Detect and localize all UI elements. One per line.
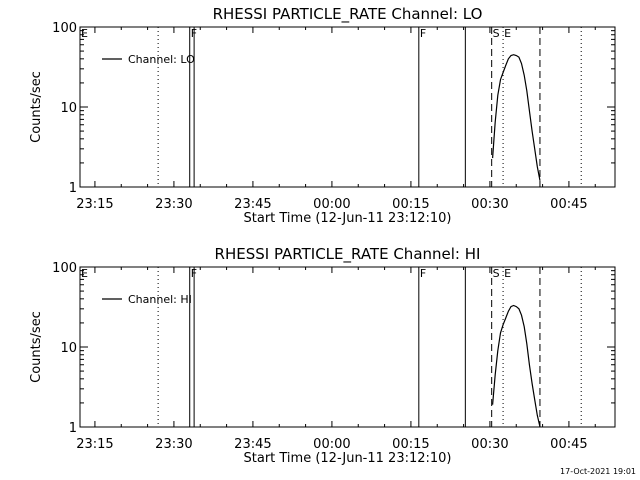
panel2-x-tick-label: 00:30 xyxy=(471,437,508,452)
panel1-plot-frame xyxy=(79,26,616,188)
panel1-x-axis-label: Start Time (12-Jun-11 23:12:10) xyxy=(244,211,452,226)
panel2-legend-label: Channel: HI xyxy=(128,293,192,306)
panel1-x-tick-label: 00:00 xyxy=(313,197,350,212)
panel1-marker-label: S xyxy=(493,27,500,40)
panel1-x-tick-label: 23:15 xyxy=(76,197,113,212)
panel1-marker-label: E xyxy=(504,27,511,40)
panel2-marker-label: E xyxy=(504,267,511,280)
panel2-x-tick-label: 23:15 xyxy=(76,437,113,452)
panel1-y-axis-label: Counts/sec xyxy=(29,71,44,143)
panel2-x-axis-label: Start Time (12-Jun-11 23:12:10) xyxy=(244,451,452,466)
panel2-y-tick-label: 1 xyxy=(69,421,77,436)
panel1-x-tick-label: 00:45 xyxy=(550,197,587,212)
panel2-x-tick-label: 23:30 xyxy=(155,437,192,452)
panel2-x-tick-label: 00:45 xyxy=(550,437,587,452)
panel2-series-line xyxy=(492,304,541,428)
panel2-x-tick-label: 00:00 xyxy=(313,437,350,452)
panel2-marker-label: E xyxy=(81,267,88,280)
footer-timestamp: 17-Oct-2021 19:01 xyxy=(560,467,636,476)
panel2-y-tick-label: 100 xyxy=(52,261,77,276)
panel1-marker-label: F xyxy=(420,27,426,40)
panel1-x-tick-label: 23:45 xyxy=(234,197,271,212)
panel2-marker-label: S xyxy=(493,267,500,280)
panel1-x-tick-label: 00:15 xyxy=(392,197,429,212)
panel2-x-tick-label: 00:15 xyxy=(392,437,429,452)
panel1-y-tick-label: 1 xyxy=(69,181,77,196)
panel1-marker-label: E xyxy=(81,27,88,40)
panel2-y-axis-label: Counts/sec xyxy=(29,311,44,383)
panel1-legend-label: Channel: LO xyxy=(128,53,195,66)
panel2-y-tick-label: 10 xyxy=(60,341,77,356)
panel1-series-line xyxy=(492,54,541,181)
chart-panel-1: RHESSI PARTICLE_RATE Channel: LO 23:15 23:… xyxy=(29,5,616,226)
panel1-title: RHESSI PARTICLE_RATE Channel: LO xyxy=(213,5,483,24)
panel1-y-tick-label: 100 xyxy=(52,21,77,36)
panel2-title: RHESSI PARTICLE_RATE Channel: HI xyxy=(215,245,481,264)
panel1-x-tick-label: 00:30 xyxy=(471,197,508,212)
panel2-marker-label: F xyxy=(420,267,426,280)
panel1-y-tick-label: 10 xyxy=(60,101,77,116)
panel1-x-tick-label: 23:30 xyxy=(155,197,192,212)
chart-panel-2: RHESSI PARTICLE_RATE Channel: HI 23:15 23:… xyxy=(29,245,616,466)
panel2-x-tick-label: 23:45 xyxy=(234,437,271,452)
